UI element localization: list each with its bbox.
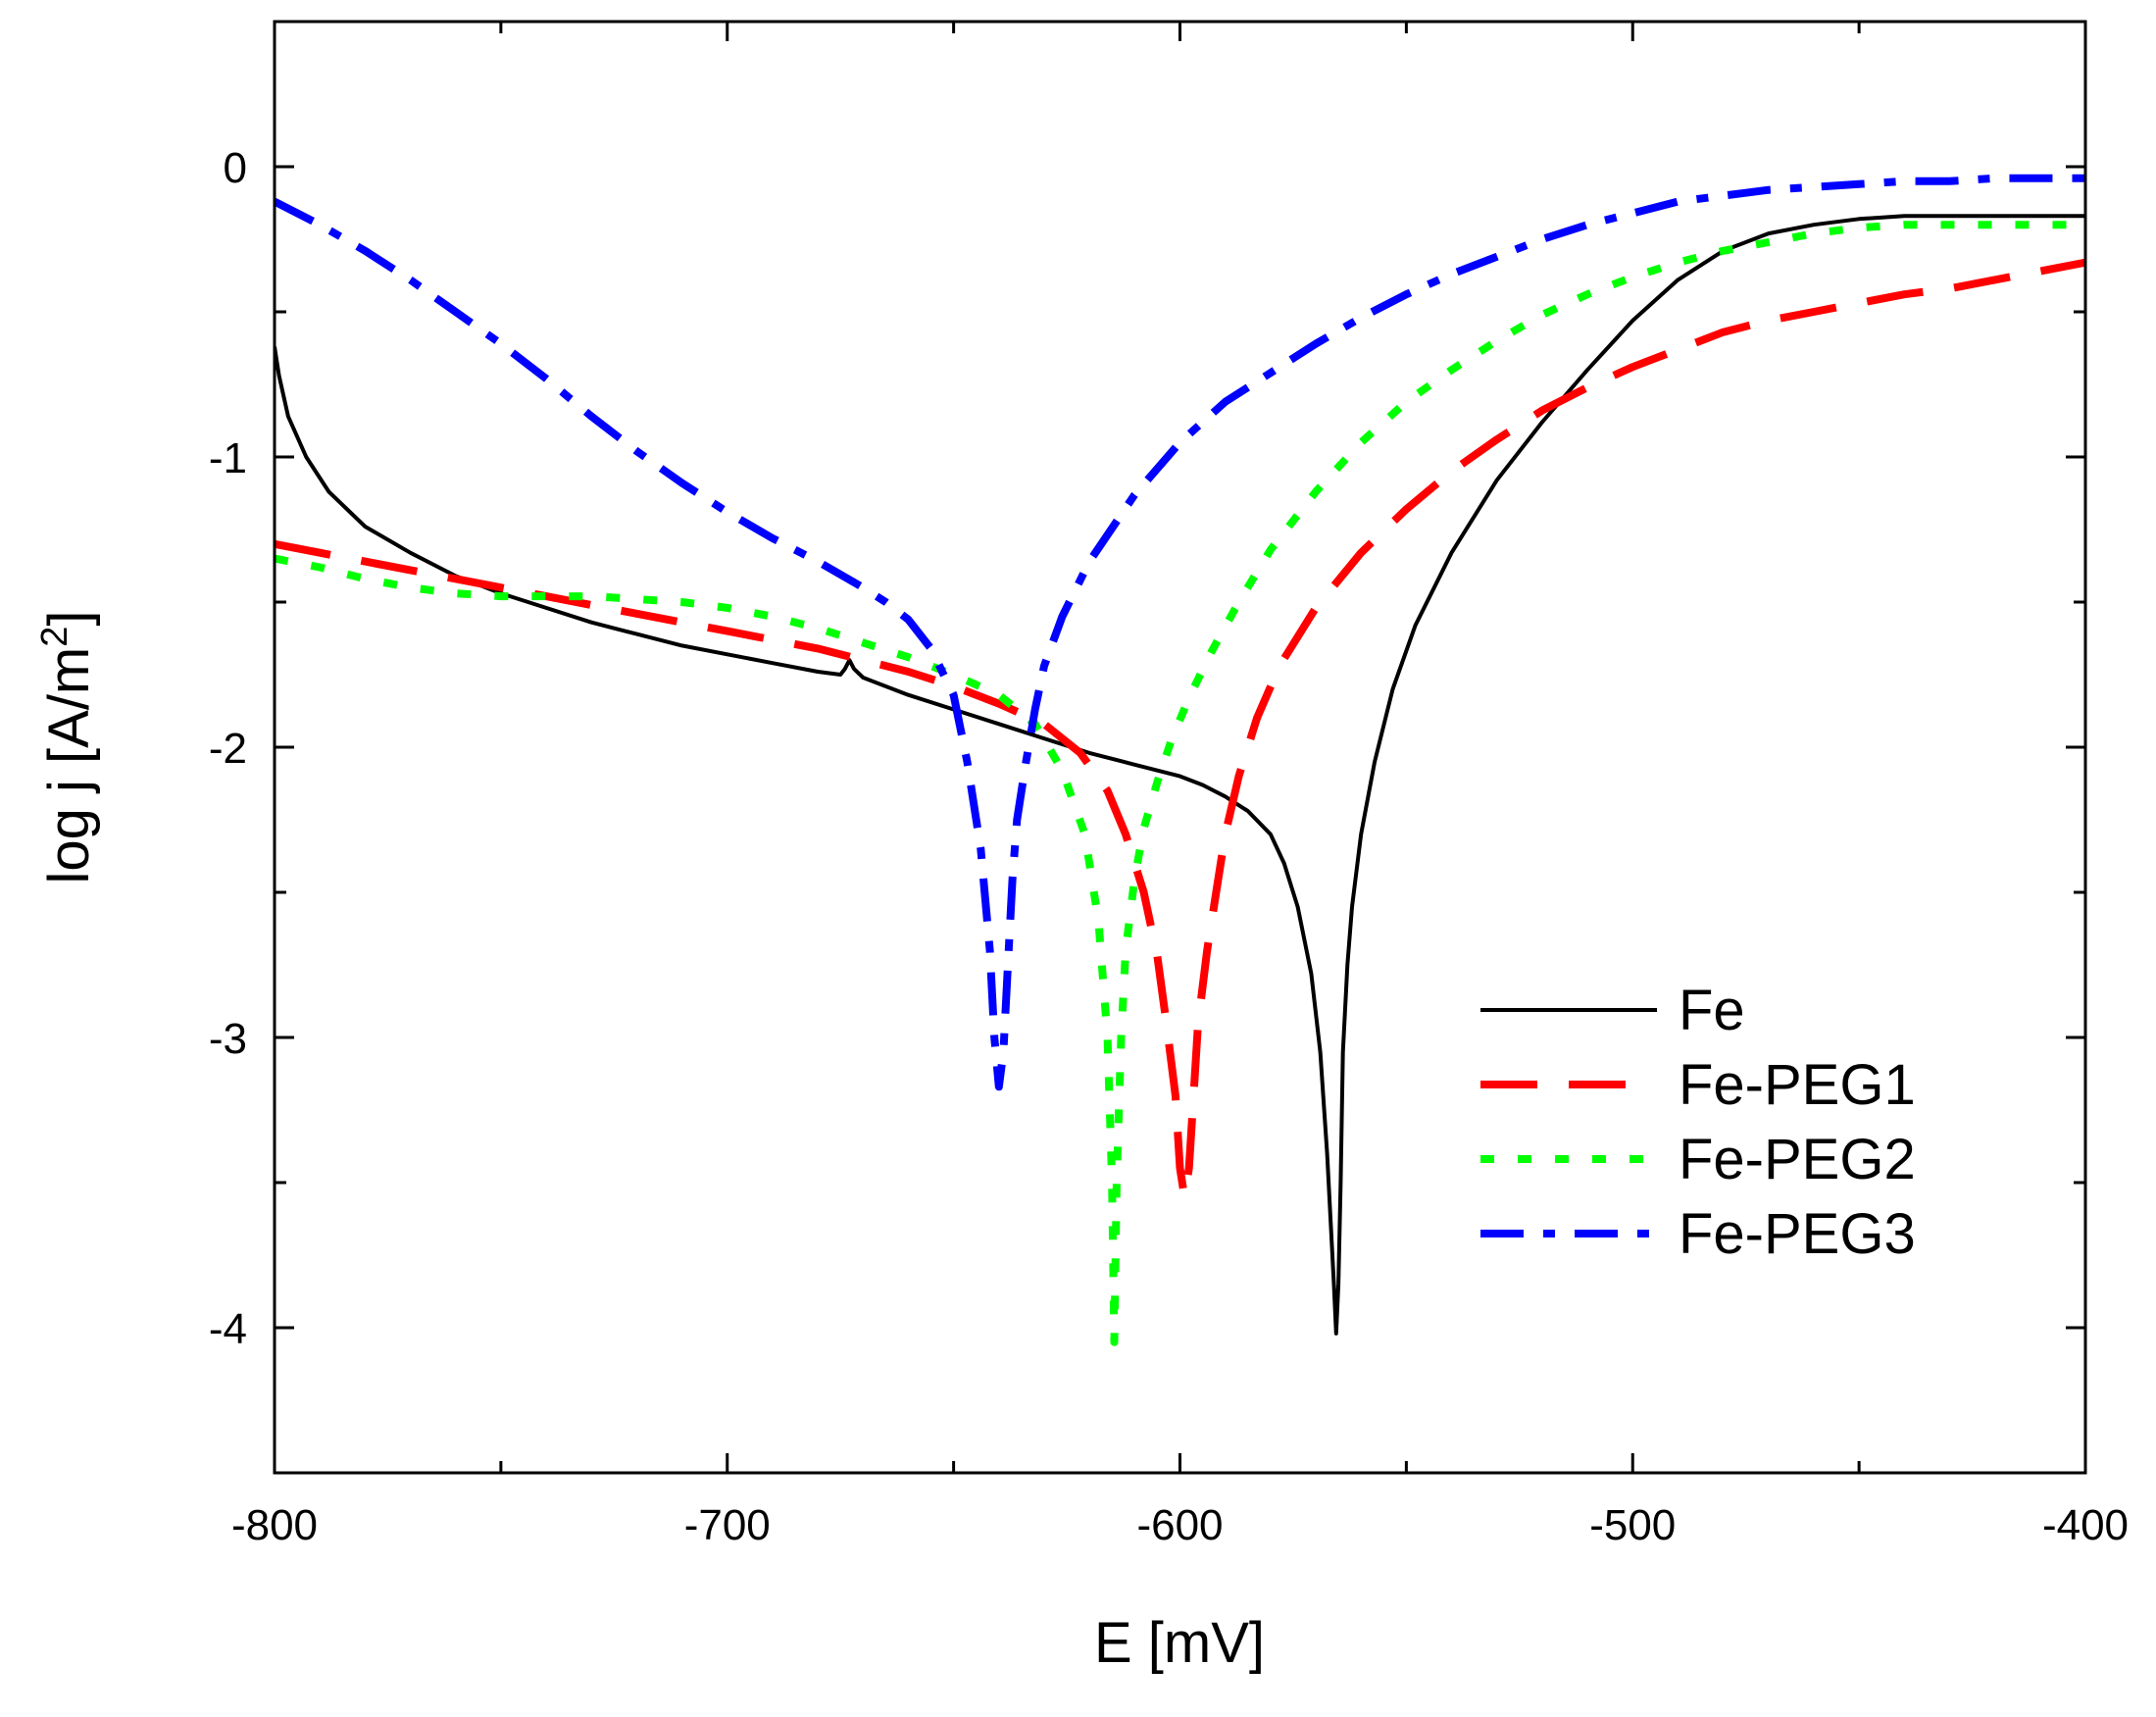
legend-label: Fe-PEG1: [1679, 1053, 1916, 1117]
x-tick-label: -600: [1136, 1501, 1223, 1549]
x-tick-label: -500: [1589, 1501, 1676, 1549]
y-tick-label: -4: [209, 1305, 247, 1353]
legend-label: Fe-PEG2: [1679, 1128, 1916, 1191]
x-tick-label: -800: [231, 1501, 318, 1549]
series-line-fe-peg1: [275, 258, 2085, 1201]
x-tick-label: -400: [2042, 1501, 2129, 1549]
series-line-fe-peg3: [275, 174, 2085, 1091]
y-axis-title-close: ]: [37, 610, 101, 626]
series-layer: [275, 174, 2085, 1346]
y-tick-label: -2: [209, 725, 247, 773]
x-tick-label: -700: [684, 1501, 771, 1549]
legend: Fe Fe-PEG1 Fe-PEG2 Fe-PEG3: [1480, 979, 1916, 1266]
y-tick-label: -3: [209, 1015, 247, 1063]
legend-label: Fe: [1679, 979, 1745, 1042]
y-axis-title-superscript: 2: [34, 627, 75, 647]
y-axis-title-main: log j [A/m: [37, 647, 101, 884]
y-tick-label: -1: [209, 434, 247, 482]
legend-label: Fe-PEG3: [1679, 1202, 1916, 1266]
tick-label-layer: -800 -700 -600 -500 -400 0 -1 -2 -3 -4: [209, 144, 2129, 1549]
y-axis-title: log j [A/m2]: [34, 610, 101, 884]
series-line-fe: [275, 214, 2085, 1336]
tick-layer: [273, 20, 2087, 1475]
x-axis-title: E [mV]: [1094, 1611, 1265, 1675]
series-line-fe-peg2: [275, 221, 2085, 1346]
y-tick-label: 0: [224, 144, 247, 192]
